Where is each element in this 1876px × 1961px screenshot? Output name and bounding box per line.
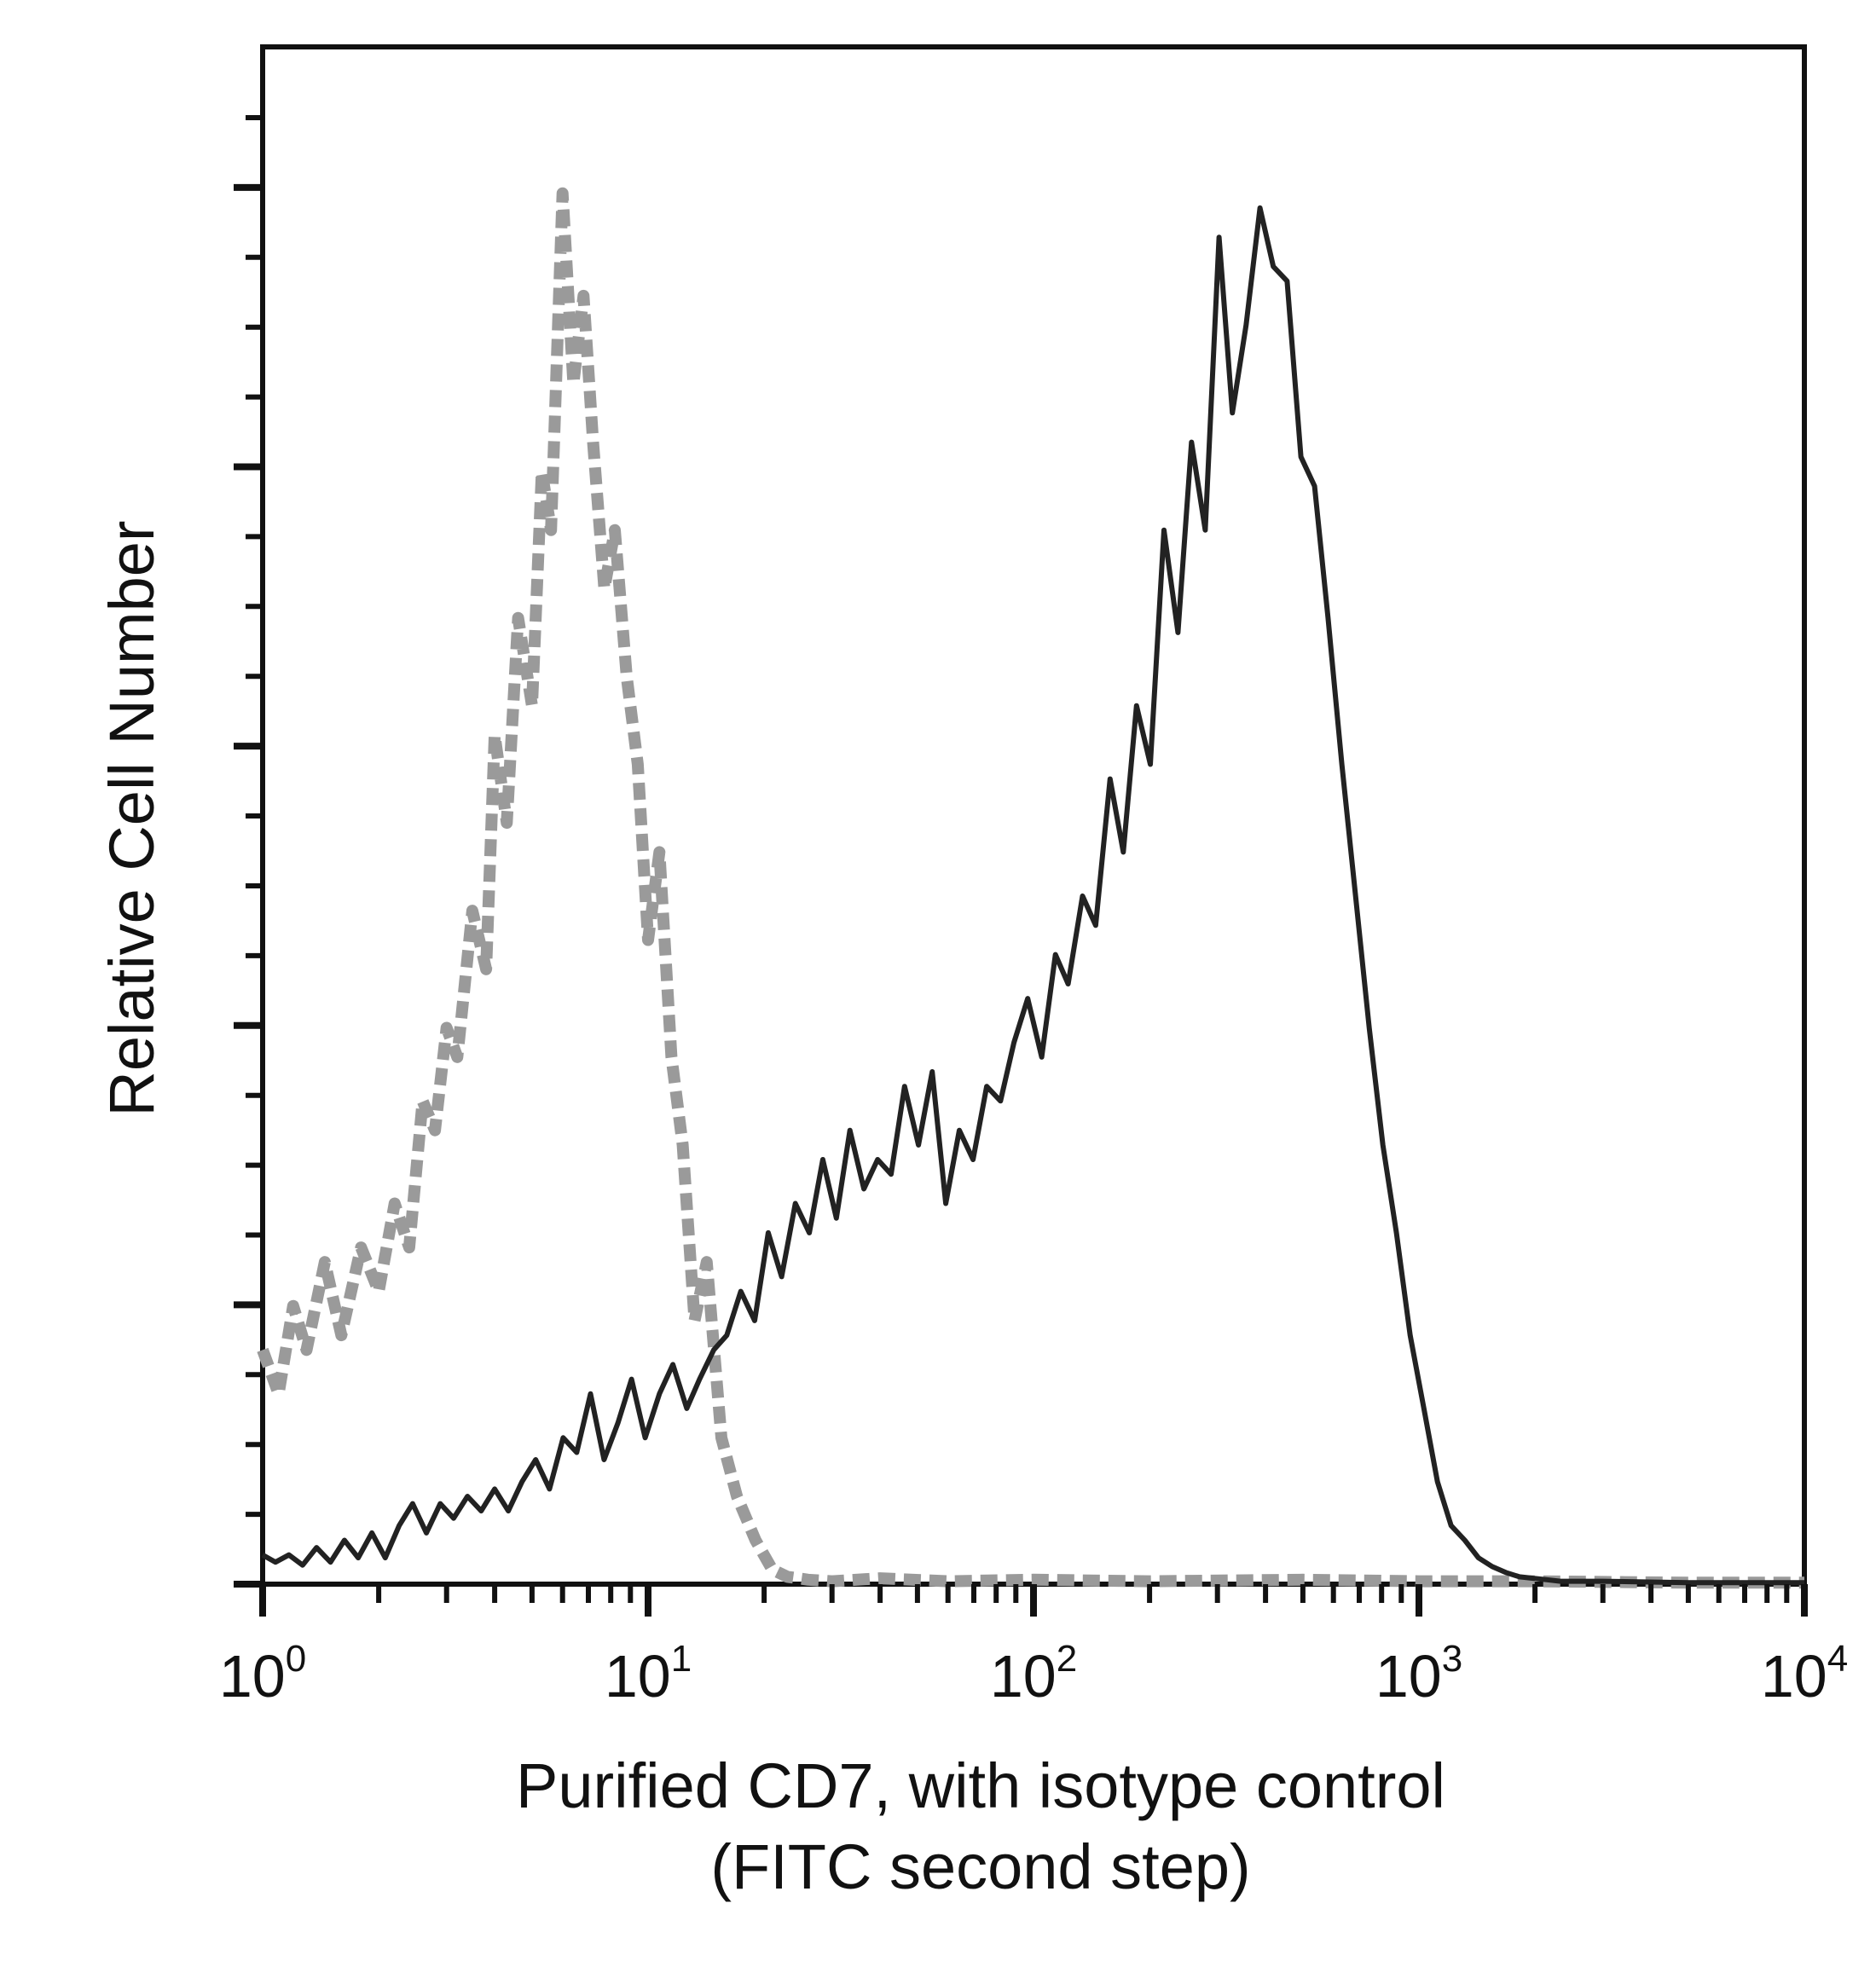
x-tick-label: 102 [990, 1638, 1077, 1709]
histogram-series-1 [257, 187, 1804, 1589]
x-axis-title-line2: (FITC second step) [710, 1831, 1250, 1902]
y-axis-title: Relative Cell Number [96, 520, 167, 1116]
x-tick-label: 103 [1375, 1638, 1462, 1709]
x-axis-ticks [259, 1584, 1808, 1617]
x-axis-tick-labels: 100 101 102 103 104 [219, 1638, 1848, 1709]
y-axis-ticks [234, 115, 263, 1588]
x-tick-label: 100 [219, 1638, 306, 1709]
series-layer [257, 187, 1804, 1589]
x-tick-label: 104 [1761, 1638, 1848, 1709]
x-axis-title: Purified CD7, with isotype control [516, 1750, 1445, 1821]
x-tick-label: 101 [605, 1638, 692, 1709]
histogram-series-2 [261, 205, 1804, 1586]
